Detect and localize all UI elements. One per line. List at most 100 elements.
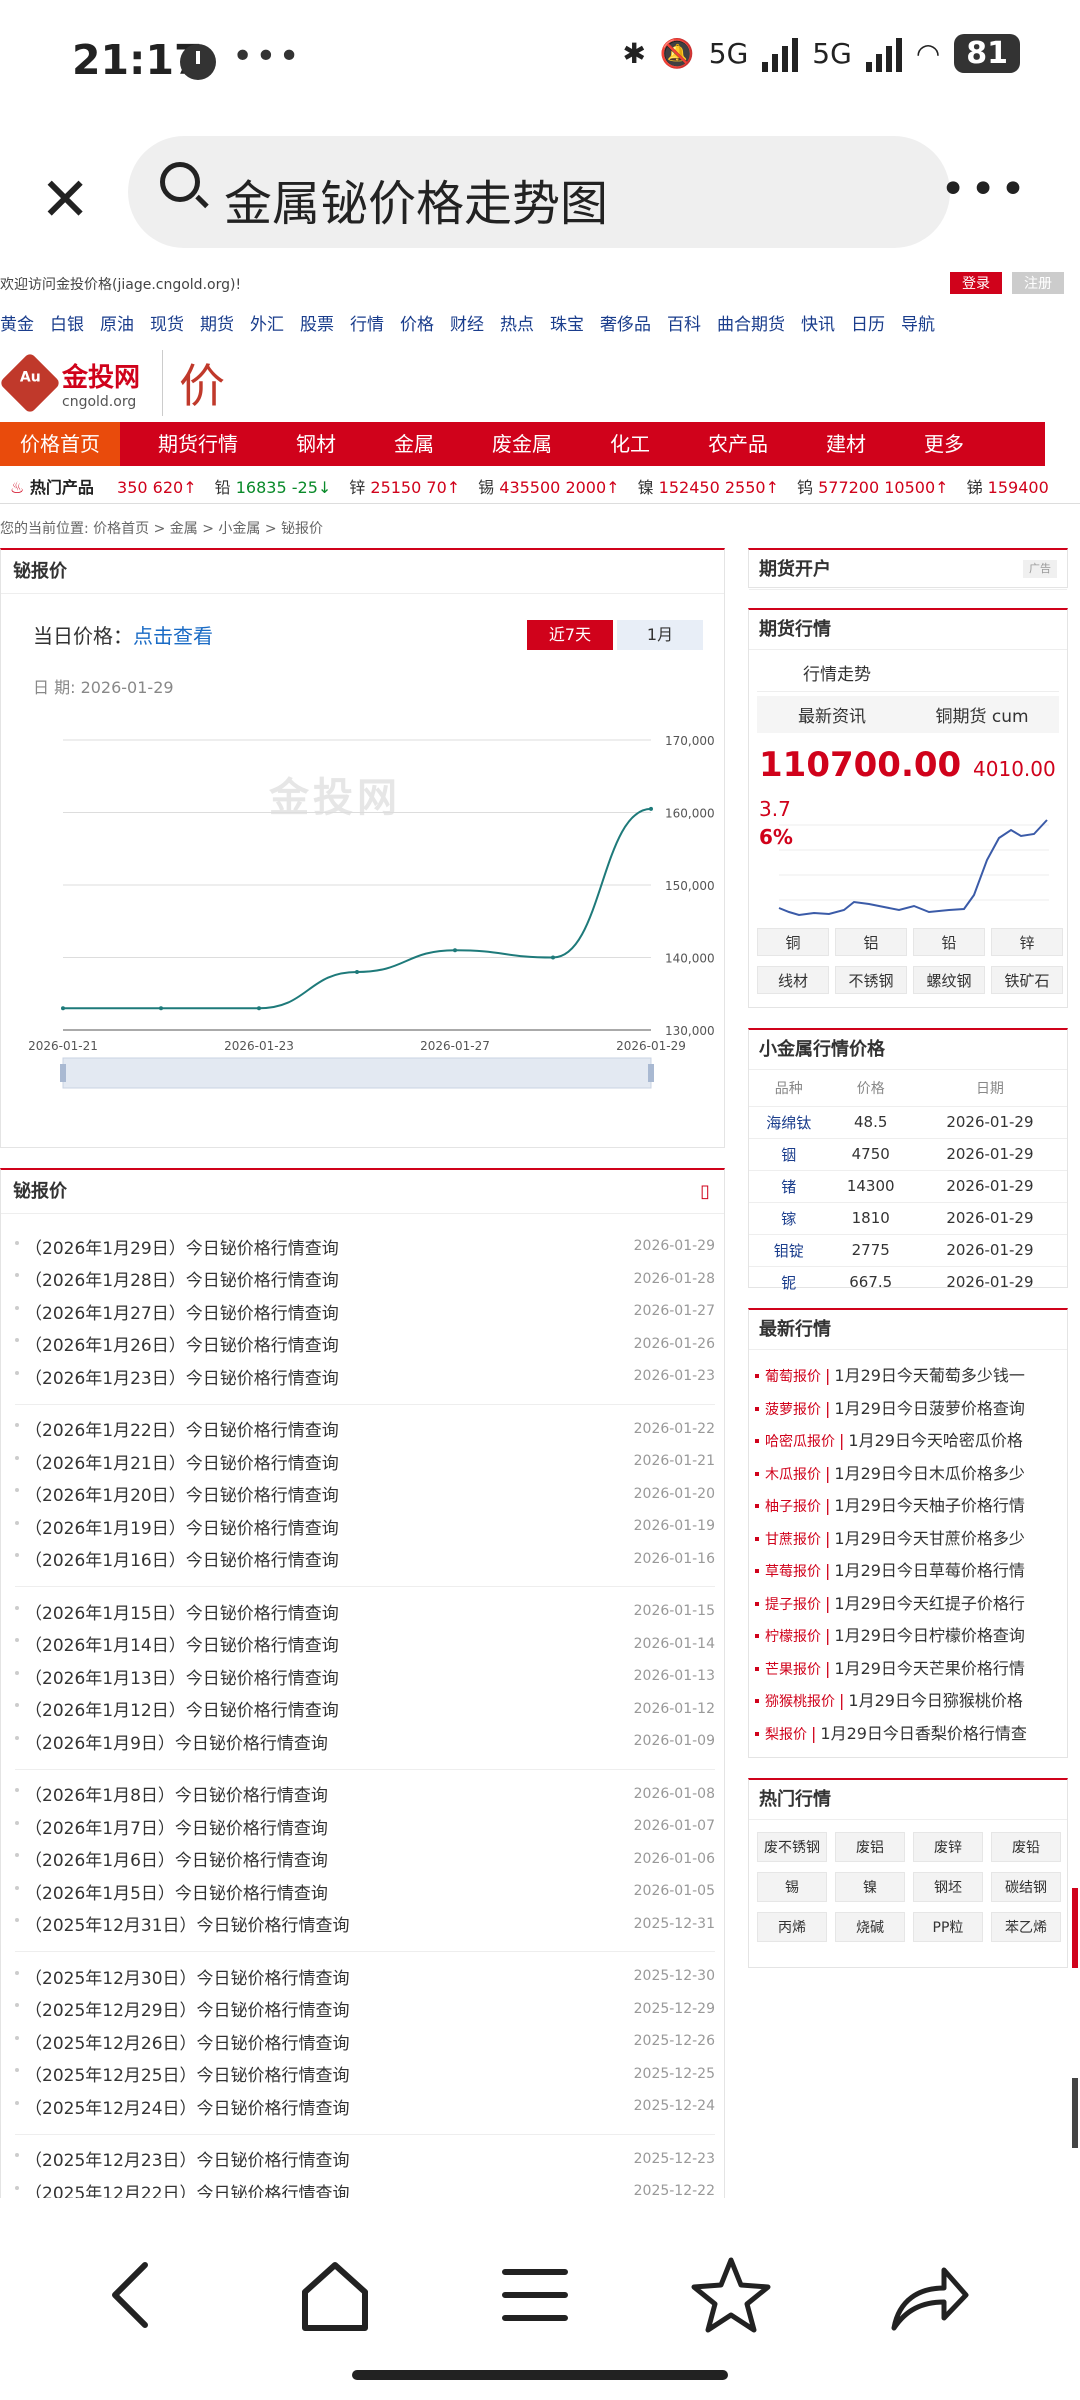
news-title[interactable]: （2026年1月8日）今日铋价格行情查询 bbox=[15, 1781, 328, 1806]
latest-item[interactable]: 柚子报价 | 1月29日今天柚子价格行情 bbox=[749, 1490, 1067, 1523]
hot-item[interactable]: 烧碱 bbox=[835, 1912, 905, 1942]
table-cell[interactable]: 海绵钛 bbox=[749, 1105, 829, 1138]
table-cell[interactable]: 锗 bbox=[749, 1169, 829, 1202]
latest-item-title[interactable]: 1月29日今日木瓜价格多少 bbox=[834, 1463, 1025, 1483]
latest-item[interactable]: 菠萝报价 | 1月29日今日菠萝价格查询 bbox=[749, 1393, 1067, 1426]
top-nav-item[interactable]: 股票 bbox=[300, 315, 334, 335]
news-row[interactable]: （2026年1月8日）今日铋价格行情查询 2026-01-08 bbox=[15, 1778, 715, 1811]
futures-link[interactable]: 铁矿石 bbox=[991, 966, 1063, 994]
more-menu-icon[interactable]: ••• bbox=[940, 164, 1030, 215]
hot-item[interactable]: 镍 bbox=[835, 1872, 905, 1902]
latest-item[interactable]: 木瓜报价 | 1月29日今日木瓜价格多少 bbox=[749, 1458, 1067, 1491]
table-row[interactable]: 钼锭 2775 2026-01-29 bbox=[749, 1233, 1067, 1266]
latest-item[interactable]: 草莓报价 | 1月29日今日草莓价格行情 bbox=[749, 1555, 1067, 1588]
table-row[interactable]: 镓 1810 2026-01-29 bbox=[749, 1201, 1067, 1234]
main-nav-item[interactable]: 钢材 bbox=[296, 432, 336, 456]
latest-item[interactable]: 甘蔗报价 | 1月29日今天甘蔗价格多少 bbox=[749, 1523, 1067, 1556]
metal-tab[interactable]: 铝 bbox=[835, 928, 907, 956]
home-icon[interactable] bbox=[290, 2250, 380, 2340]
news-row[interactable]: （2025年12月22日）今日铋价格行情查询 2025-12-22 bbox=[15, 2175, 715, 2198]
latest-item[interactable]: 葡萄报价 | 1月29日今天葡萄多少钱一 bbox=[749, 1360, 1067, 1393]
futures-link[interactable]: 螺纹钢 bbox=[913, 966, 985, 994]
tab-copper[interactable]: 铜期货 cum bbox=[935, 707, 1029, 727]
top-nav-item[interactable]: 行情 bbox=[350, 315, 384, 335]
news-title[interactable]: （2026年1月27日）今日铋价格行情查询 bbox=[15, 1299, 339, 1324]
top-nav-item[interactable]: 曲合期货 bbox=[717, 315, 785, 335]
table-row[interactable]: 铟 4750 2026-01-29 bbox=[749, 1137, 1067, 1170]
latest-item-tag[interactable]: 提子报价 bbox=[765, 1596, 821, 1613]
latest-item-tag[interactable]: 柠檬报价 bbox=[765, 1629, 821, 1645]
news-title[interactable]: （2026年1月6日）今日铋价格行情查询 bbox=[15, 1846, 328, 1871]
hot-item[interactable]: 废铅 bbox=[991, 1832, 1061, 1862]
top-nav-item[interactable]: 外汇 bbox=[250, 315, 284, 335]
top-nav-item[interactable]: 快讯 bbox=[801, 315, 835, 335]
news-title[interactable]: （2025年12月26日）今日铋价格行情查询 bbox=[15, 2029, 350, 2054]
table-cell[interactable]: 铌 bbox=[749, 1265, 829, 1298]
top-nav-item[interactable]: 日历 bbox=[851, 315, 885, 335]
news-row[interactable]: （2026年1月15日）今日铋价格行情查询 2026-01-15 bbox=[15, 1595, 715, 1628]
news-row[interactable]: （2025年12月31日）今日铋价格行情查询 2025-12-31 bbox=[15, 1908, 715, 1941]
top-nav-item[interactable]: 导航 bbox=[901, 315, 935, 335]
latest-item-title[interactable]: 1月29日今天葡萄多少钱一 bbox=[834, 1366, 1025, 1385]
news-row[interactable]: （2026年1月21日）今日铋价格行情查询 2026-01-21 bbox=[15, 1445, 715, 1478]
news-title[interactable]: （2025年12月25日）今日铋价格行情查询 bbox=[15, 2061, 350, 2086]
hot-item[interactable]: 废锌 bbox=[913, 1832, 983, 1862]
hot-item[interactable]: 碳结钢 bbox=[991, 1872, 1061, 1902]
range-7d-button[interactable]: 近7天 bbox=[527, 620, 613, 650]
top-nav-item[interactable]: 期货 bbox=[200, 315, 234, 335]
top-nav-item[interactable]: 原油 bbox=[100, 315, 134, 335]
main-nav-item[interactable]: 废金属 bbox=[492, 432, 552, 456]
news-title[interactable]: （2026年1月19日）今日铋价格行情查询 bbox=[15, 1514, 339, 1539]
top-nav-item[interactable]: 珠宝 bbox=[550, 315, 584, 335]
table-cell[interactable]: 钼锭 bbox=[749, 1233, 829, 1266]
login-button[interactable]: 登录 bbox=[950, 272, 1002, 294]
news-title[interactable]: （2026年1月15日）今日铋价格行情查询 bbox=[15, 1599, 339, 1624]
futures-link[interactable]: 线材 bbox=[757, 966, 829, 994]
news-row[interactable]: （2026年1月5日）今日铋价格行情查询 2026-01-05 bbox=[15, 1875, 715, 1908]
news-title[interactable]: （2026年1月23日）今日铋价格行情查询 bbox=[15, 1364, 339, 1389]
news-title[interactable]: （2026年1月5日）今日铋价格行情查询 bbox=[15, 1879, 328, 1904]
news-row[interactable]: （2025年12月30日）今日铋价格行情查询 2025-12-30 bbox=[15, 1960, 715, 1993]
ticker-item[interactable]: 铅 16835 -25↓ bbox=[215, 474, 332, 498]
table-cell[interactable]: 镓 bbox=[749, 1201, 829, 1234]
news-title[interactable]: （2026年1月28日）今日铋价格行情查询 bbox=[15, 1266, 339, 1291]
news-row[interactable]: （2025年12月25日）今日铋价格行情查询 2025-12-25 bbox=[15, 2058, 715, 2091]
box-title[interactable]: 期货开户 广告 bbox=[749, 550, 1067, 590]
metal-tab[interactable]: 锌 bbox=[991, 928, 1063, 956]
latest-item[interactable]: 猕猴桃报价 | 1月29日今日猕猴桃价格 bbox=[749, 1685, 1067, 1718]
news-row[interactable]: （2025年12月29日）今日铋价格行情查询 2025-12-29 bbox=[15, 1993, 715, 2026]
news-title[interactable]: （2026年1月21日）今日铋价格行情查询 bbox=[15, 1449, 339, 1474]
news-row[interactable]: （2026年1月19日）今日铋价格行情查询 2026-01-19 bbox=[15, 1510, 715, 1543]
menu-icon[interactable] bbox=[490, 2250, 580, 2340]
latest-item-title[interactable]: 1月29日今日香梨价格行情查 bbox=[820, 1723, 1027, 1743]
latest-item-title[interactable]: 1月29日今日柠檬价格查询 bbox=[834, 1626, 1025, 1645]
mobile-icon[interactable]: ▯ bbox=[700, 1181, 710, 1202]
news-row[interactable]: （2026年1月9日）今日铋价格行情查询 2026-01-09 bbox=[15, 1725, 715, 1758]
hot-item[interactable]: 苯乙烯 bbox=[991, 1912, 1061, 1942]
main-nav-item[interactable]: 价格首页 bbox=[0, 422, 120, 466]
news-row[interactable]: （2026年1月27日）今日铋价格行情查询 2026-01-27 bbox=[15, 1295, 715, 1328]
latest-item-tag[interactable]: 草莓报价 bbox=[765, 1564, 821, 1580]
latest-item-title[interactable]: 1月29日今天甘蔗价格多少 bbox=[834, 1528, 1025, 1548]
ticker-item[interactable]: 350 620↑ bbox=[117, 478, 197, 497]
latest-item-tag[interactable]: 梨报价 bbox=[765, 1726, 807, 1743]
latest-item[interactable]: 提子报价 | 1月29日今天红提子价格行 bbox=[749, 1588, 1067, 1621]
news-title[interactable]: （2025年12月24日）今日铋价格行情查询 bbox=[15, 2094, 350, 2119]
top-nav-item[interactable]: 价格 bbox=[400, 315, 434, 335]
news-row[interactable]: （2025年12月23日）今日铋价格行情查询 2025-12-23 bbox=[15, 2143, 715, 2176]
range-1m-button[interactable]: 1月 bbox=[617, 620, 703, 650]
main-nav-item[interactable]: 化工 bbox=[610, 432, 650, 456]
news-row[interactable]: （2025年12月26日）今日铋价格行情查询 2025-12-26 bbox=[15, 2025, 715, 2058]
news-title[interactable]: （2026年1月16日）今日铋价格行情查询 bbox=[15, 1546, 339, 1571]
news-title[interactable]: （2025年12月30日）今日铋价格行情查询 bbox=[15, 1964, 350, 1989]
news-title[interactable]: （2026年1月9日）今日铋价格行情查询 bbox=[15, 1729, 328, 1754]
news-row[interactable]: （2026年1月28日）今日铋价格行情查询 2026-01-28 bbox=[15, 1263, 715, 1296]
news-row[interactable]: （2026年1月13日）今日铋价格行情查询 2026-01-13 bbox=[15, 1660, 715, 1693]
latest-item-title[interactable]: 1月29日今日猕猴桃价格 bbox=[848, 1691, 1023, 1710]
ticker-item[interactable]: 镍 152450 2550↑ bbox=[638, 474, 779, 498]
hot-item[interactable]: 废铝 bbox=[835, 1832, 905, 1862]
search-box[interactable]: 金属铋价格走势图 bbox=[128, 136, 950, 248]
main-nav-item[interactable]: 农产品 bbox=[708, 432, 768, 456]
news-title[interactable]: （2025年12月22日）今日铋价格行情查询 bbox=[15, 2179, 350, 2198]
main-nav-item[interactable]: 期货行情 bbox=[158, 432, 238, 456]
